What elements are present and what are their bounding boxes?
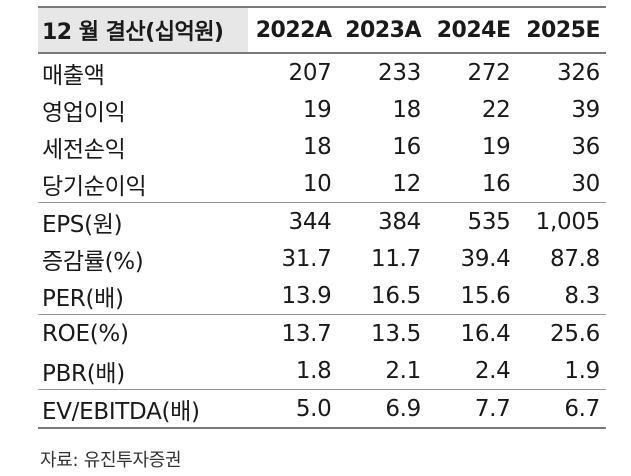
row-value: 6.9 <box>337 389 427 429</box>
row-value: 25.6 <box>549 320 600 347</box>
row-value: 16 <box>427 165 517 203</box>
row-value: 30 <box>516 165 606 203</box>
row-label: ROE(%) <box>42 320 129 347</box>
row-label: 증감률(%) <box>42 248 144 275</box>
row-value: 272 <box>467 59 511 86</box>
row-value: 15.6 <box>427 277 517 315</box>
row-value: 19 <box>481 133 511 160</box>
row-value: 19 <box>302 96 332 123</box>
row-value: 13.5 <box>370 320 421 347</box>
table-row-net-income: 당기순이익 10 12 16 30 <box>38 165 606 203</box>
row-value: 5.0 <box>248 389 338 429</box>
row-value: 207 <box>288 59 332 86</box>
row-value: 16.4 <box>460 320 511 347</box>
table-row-roe: ROE(%) 13.7 13.5 16.4 25.6 <box>38 315 606 353</box>
header-label: 12 월 결산(십억원) <box>38 6 248 54</box>
row-value: 87.8 <box>549 245 600 272</box>
row-value: 10 <box>248 165 338 203</box>
row-value: 326 <box>557 59 600 86</box>
table-row-operating-profit: 영업이익 19 18 22 39 <box>38 91 606 128</box>
row-label: EPS(원) <box>42 211 123 238</box>
row-label: 세전손익 <box>42 136 126 163</box>
row-value: 16.5 <box>337 277 427 315</box>
row-value: 16 <box>392 133 421 160</box>
row-value: 12 <box>337 165 427 203</box>
header-year-2025e: 2025E <box>516 6 606 54</box>
row-value: 6.7 <box>516 389 606 429</box>
row-value: 36 <box>571 133 600 160</box>
financial-summary-table: 12 월 결산(십억원) 2022A 2023A 2024E 2025E 매출액… <box>38 6 606 429</box>
row-label: EV/EBITDA(배) <box>38 389 248 429</box>
row-value: 31.7 <box>281 245 332 272</box>
row-label: PBR(배) <box>38 352 248 390</box>
row-value: 1.8 <box>248 352 338 390</box>
row-value: 8.3 <box>516 277 606 315</box>
row-value: 13.7 <box>281 320 332 347</box>
row-label: 당기순이익 <box>38 165 248 203</box>
table-row-pbr: PBR(배) 1.8 2.1 2.4 1.9 <box>38 352 606 390</box>
row-value: 13.9 <box>248 277 338 315</box>
row-value: 18 <box>302 133 332 160</box>
row-value: 2.4 <box>427 352 517 390</box>
header-year-2022a: 2022A <box>248 6 338 54</box>
table-row-revenue: 매출액 207 233 272 326 <box>38 53 606 91</box>
source-note: 자료: 유진투자증권 <box>40 450 182 471</box>
table-header: 12 월 결산(십억원) 2022A 2023A 2024E 2025E <box>38 6 606 54</box>
table-row-eps: EPS(원) 344 384 535 1,005 <box>38 203 606 241</box>
header-year-2023a: 2023A <box>337 6 427 54</box>
row-value: 7.7 <box>427 389 517 429</box>
row-value: 535 <box>467 208 511 235</box>
header-row: 12 월 결산(십억원) 2022A 2023A 2024E 2025E <box>38 6 606 54</box>
table-row-pretax-income: 세전손익 18 16 19 36 <box>38 128 606 165</box>
row-value: 233 <box>378 59 421 86</box>
row-value: 11.7 <box>370 245 421 272</box>
row-value: 1,005 <box>535 208 601 235</box>
row-value: 344 <box>288 208 332 235</box>
header-year-2024e: 2024E <box>427 6 517 54</box>
row-value: 39 <box>571 96 600 123</box>
row-label: 영업이익 <box>42 99 126 126</box>
row-value: 2.1 <box>337 352 427 390</box>
row-label: 매출액 <box>42 62 105 89</box>
row-value: 1.9 <box>516 352 606 390</box>
table-row-ev-ebitda: EV/EBITDA(배) 5.0 6.9 7.7 6.7 <box>38 389 606 429</box>
row-value: 384 <box>378 208 421 235</box>
table-row-per: PER(배) 13.9 16.5 15.6 8.3 <box>38 277 606 315</box>
row-label: PER(배) <box>38 277 248 315</box>
table-body: 매출액 207 233 272 326 영업이익 19 18 22 39 세전손… <box>38 53 606 429</box>
row-value: 22 <box>481 96 511 123</box>
financial-summary-table-wrap: 12 월 결산(십억원) 2022A 2023A 2024E 2025E 매출액… <box>38 6 606 429</box>
row-value: 39.4 <box>460 245 511 272</box>
table-row-growth-rate: 증감률(%) 31.7 11.7 39.4 87.8 <box>38 240 606 277</box>
row-value: 18 <box>392 96 421 123</box>
